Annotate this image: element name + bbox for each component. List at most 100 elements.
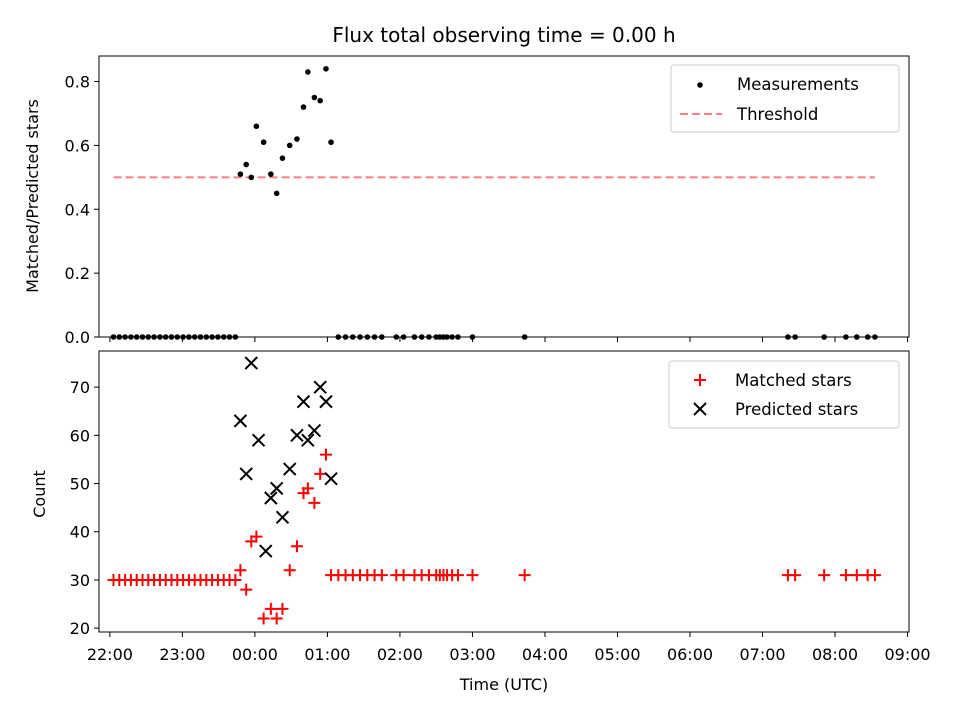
predicted-star-point [307,423,322,438]
predicted-star-point [244,356,258,370]
predicted-star-point [251,433,266,447]
predicted-star-point [319,394,333,409]
matched-star-point [451,569,464,582]
legend-predicted-label: Predicted stars [735,400,858,419]
measurement-point [237,171,244,177]
x-tick-label: 08:00 [812,645,858,664]
predicted-star-point [301,433,315,447]
measurement-point [260,139,267,146]
top-y-tick-label: 0.6 [65,136,90,155]
x-tick-label: 23:00 [159,645,205,664]
legend-matched-label: Matched stars [735,371,852,390]
predicted-star-point [275,510,290,524]
measurement-point [294,136,300,142]
matched-star-point [850,569,863,582]
matched-star-point [839,569,852,582]
predicted-star-point [313,380,327,394]
bottom-y-axis: 20 30 40 50 60 70 [70,378,99,638]
matched-star-point [466,569,479,582]
predicted-star-point [290,428,304,443]
bottom-axes-frame [98,350,910,633]
legend-matched-marker [694,374,706,386]
matched-star-point [818,569,831,582]
matched-star-point [229,573,242,586]
top-y-axis: 0.0 0.2 0.4 0.6 0.8 [65,73,99,347]
bottom-y-tick-label: 30 [70,571,90,590]
measurement-point [279,155,286,161]
legend-measurements-label: Measurements [737,75,859,94]
predicted-star-point [269,481,284,496]
matched-star-point [319,448,332,461]
bottom-y-tick-label: 20 [70,619,90,638]
x-tick-label: 03:00 [449,645,495,664]
x-tick-label: 04:00 [522,645,568,664]
x-axis-label: Time (UTC) [459,675,548,694]
measurement-point [328,139,334,146]
matched-star-point [868,569,881,582]
predicted-star-point [259,544,273,558]
bottom-y-tick-label: 60 [70,426,90,445]
x-tick-label: 07:00 [739,645,785,664]
chart-title: Flux total observing time = 0.00 h [332,23,675,47]
predicted-star-point [239,467,253,481]
measurement-point [248,174,255,181]
top-y-tick-label: 0.2 [65,264,90,283]
matched-star-point [234,564,247,577]
matched-star-point [308,496,321,509]
measurement-point [286,142,293,149]
matched-star-point [290,540,303,553]
top-axes-frame [98,55,910,338]
top-legend-box [670,64,900,133]
bottom-plot-area [107,356,881,625]
measurement-point [317,97,323,104]
bottom-legend: Matched stars Predicted stars [668,360,900,429]
matched-star-point [250,530,263,543]
bottom-y-axis-label: Count [30,470,49,518]
top-legend: Measurements Threshold [670,64,900,133]
top-panel: 0.00.20.40.60.8 Matched/Predicted stars … [23,55,910,347]
x-tick-label: 06:00 [667,645,713,664]
measurement-point [323,65,329,72]
top-y-axis-label: Matched/Predicted stars [23,99,42,293]
legend-threshold-label: Threshold [736,105,818,124]
matched-star-point [789,569,802,582]
bottom-y-tick-label: 70 [70,378,90,397]
measurement-point [273,190,280,197]
bottom-legend-box [668,360,900,429]
matched-star-point [314,467,327,480]
matched-star-point [276,602,289,615]
bottom-y-tick-label: 50 [70,475,90,494]
matched-star-point [301,482,314,495]
measurement-point [311,94,318,101]
predicted-star-point [283,462,297,476]
measurement-point [268,171,274,177]
matched-star-point [397,569,410,582]
measurement-point [253,123,260,130]
matched-star-point [375,569,388,582]
matched-star-point [270,612,283,625]
x-tick-label: 00:00 [232,645,278,664]
x-tick-label: 01:00 [304,645,350,664]
bottom-y-tick-label: 40 [70,523,90,542]
top-y-tick-label: 0.4 [65,200,90,219]
legend-predicted-marker [693,402,707,416]
predicted-star-point [324,472,338,486]
bottom-panel: 20 30 40 50 60 70 22:00 23:00 00:00 01:00 02:00 03… [30,350,931,694]
bottom-x-axis: 22:00 23:00 00:00 01:00 02:00 03:00 04:00 05:00… [87,632,931,664]
matched-star-point [240,583,253,596]
matched-star-point [283,564,296,577]
matched-star-point [257,612,270,625]
matched-star-point [518,569,531,582]
x-tick-label: 05:00 [594,645,640,664]
measurement-point [305,69,311,75]
matched-star-point [264,602,277,615]
top-y-tick-label: 0.8 [65,73,90,92]
predicted-star-point [233,414,248,428]
x-tick-label: 02:00 [377,645,423,664]
measurement-point [243,161,250,168]
x-tick-label: 22:00 [87,645,133,664]
predicted-star-point [296,394,311,409]
legend-measurements-marker [697,82,703,88]
x-tick-label: 09:00 [884,645,930,664]
